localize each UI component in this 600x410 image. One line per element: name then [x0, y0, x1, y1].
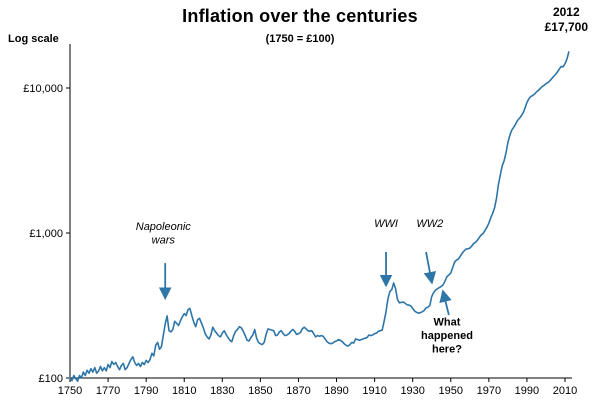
annotation-what-happened-here-line: What — [434, 317, 461, 329]
annotation-what-happened-here-line: happened — [421, 330, 473, 342]
chart-subtitle: (1750 = £100) — [265, 33, 335, 45]
x-tick-label: 1970 — [477, 385, 501, 397]
y-tick-label: £100 — [39, 373, 63, 385]
endpoint-label: 2012 £17,700 — [545, 5, 588, 35]
x-tick-label: 1950 — [439, 385, 463, 397]
annotation-ww2: WW2 — [416, 218, 443, 230]
endpoint-year: 2012 — [552, 5, 580, 19]
log-scale-label: Log scale — [8, 33, 59, 45]
annotation-napoleonic-wars-line: wars — [152, 234, 176, 246]
x-tick-label: 1930 — [400, 385, 424, 397]
annotation-what-happened-here-line: here? — [432, 344, 462, 356]
x-tick-label: 1810 — [172, 385, 196, 397]
x-tick-label: 1830 — [210, 385, 234, 397]
x-tick-label: 1850 — [248, 385, 272, 397]
annotation-napoleonic-wars: Napoleonic wars — [136, 221, 192, 247]
x-tick-label: 1890 — [324, 385, 348, 397]
chart-title: Inflation over the centuries — [182, 6, 418, 26]
annotation-what-happened-here: What happened here? — [421, 317, 473, 356]
x-tick-label: 2010 — [553, 385, 577, 397]
x-tick-label: 1770 — [96, 385, 120, 397]
annotation-ww2-line: WW2 — [416, 218, 443, 230]
annotation-napoleonic-wars-line: Napoleonic — [136, 221, 192, 233]
annotation-what-happened-here-arrow — [439, 289, 452, 316]
x-tick-label: 1990 — [515, 385, 539, 397]
y-tick-label: £1,000 — [29, 228, 63, 240]
inflation-line — [69, 51, 570, 382]
y-tick-label: £10,000 — [23, 83, 63, 95]
axes — [69, 44, 572, 379]
endpoint-value: £17,700 — [544, 20, 588, 34]
x-tick-label: 1870 — [286, 385, 310, 397]
annotation-wwi-line: WWI — [374, 218, 398, 230]
annotations: Napoleonic wars WWI WW2 What happened here? — [136, 218, 473, 356]
series-line — [69, 51, 570, 382]
axis-ticks: 1750 1770 1790 1810 1830 1850 1870 1890 1910 1930… — [23, 83, 577, 397]
annotation-wwi: WWI — [374, 218, 398, 230]
x-tick-label: 1790 — [134, 385, 158, 397]
x-tick-label: 1750 — [58, 385, 82, 397]
annotation-ww2-arrow — [423, 251, 437, 285]
x-tick-label: 1910 — [362, 385, 386, 397]
